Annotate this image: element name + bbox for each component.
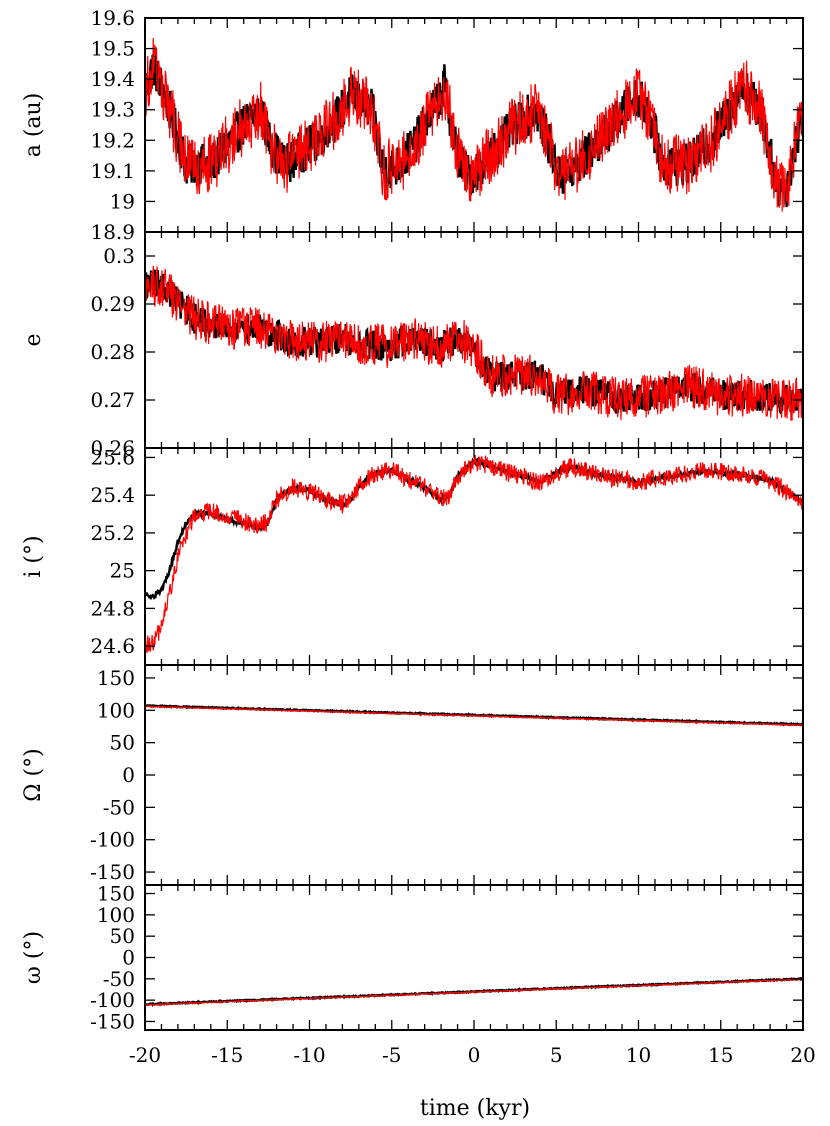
y-tick-label-i: 25	[110, 559, 135, 583]
y-tick-label-node: 0	[122, 763, 135, 787]
y-tick-label-a: 19.3	[90, 98, 135, 122]
x-tick-label: -10	[293, 1043, 325, 1067]
y-tick-label-peri: -50	[103, 967, 135, 991]
y-tick-label-peri: -150	[90, 1009, 135, 1033]
series-line-a-red	[145, 38, 803, 212]
y-tick-label-node: 100	[97, 698, 135, 722]
x-tick-label: 0	[468, 1043, 481, 1067]
panel-a: 18.9 19 19.1 19.2 19.3 19.4 19.5 19.6 a (au)	[21, 6, 804, 244]
panel-node: -150 -100 -50 0 50 100 150 Ω (°)	[21, 664, 804, 886]
y-tick-label-a: 19	[110, 189, 135, 213]
x-tick-label: 20	[790, 1043, 815, 1067]
x-tick-label: -5	[382, 1043, 401, 1067]
y-tick-label-i: 24.8	[90, 596, 135, 620]
panel-e: 0.26 0.27 0.28 0.29 0.3 e	[21, 231, 804, 460]
y-tick-label-peri: -100	[90, 988, 135, 1012]
y-axis-label-node: Ω (°)	[21, 748, 46, 801]
x-tick-label: 15	[708, 1043, 733, 1067]
y-tick-label-e: 0.26	[90, 436, 135, 460]
y-axis-label-e: e	[21, 333, 46, 346]
y-tick-label-i: 25.2	[90, 521, 135, 545]
panels: 18.9 19 19.1 19.2 19.3 19.4 19.5 19.6 a (au) 0.26…	[21, 6, 816, 1067]
panel-i: 24.6 24.8 25 25.2 25.4 25.6 i (°)	[21, 445, 804, 666]
x-tick-label: -20	[129, 1043, 161, 1067]
y-tick-label-peri: 150	[97, 882, 135, 906]
x-tick-labels: -20 -15 -10 -5 0 5 10 15 20	[129, 1043, 816, 1067]
y-tick-label-a: 19.6	[90, 6, 135, 30]
y-tick-label-e: 0.28	[90, 340, 135, 364]
y-tick-label-a: 19.5	[90, 37, 135, 61]
y-tick-label-e: 0.29	[90, 292, 135, 316]
panel-frame-i	[144, 447, 804, 666]
series-line-i-red	[145, 454, 803, 654]
y-tick-label-a: 19.2	[90, 128, 135, 152]
y-tick-label-node: -150	[90, 860, 135, 884]
y-tick-label-i: 24.6	[90, 634, 135, 658]
y-tick-label-e: 0.3	[103, 244, 135, 268]
y-tick-label-node: 150	[97, 666, 135, 690]
y-tick-label-node: -50	[103, 795, 135, 819]
series-line-peri-red	[145, 978, 803, 1007]
y-axis-label-peri: ω (°)	[21, 931, 46, 984]
y-tick-label-i: 25.4	[90, 483, 135, 507]
series-line-i-black	[145, 456, 803, 601]
y-tick-label-peri: 50	[110, 924, 135, 948]
y-tick-label-e: 0.27	[90, 388, 135, 412]
x-axis-label: time (kyr)	[420, 1096, 530, 1121]
y-tick-label-a: 19.4	[90, 67, 135, 91]
y-tick-label-a: 18.9	[90, 220, 135, 244]
panel-frame-node	[144, 664, 804, 886]
y-tick-label-peri: 100	[97, 903, 135, 927]
y-tick-label-i: 25.6	[90, 445, 135, 469]
y-axis-label-i: i (°)	[21, 535, 46, 577]
y-tick-label-peri: 0	[122, 946, 135, 970]
x-tick-label: 5	[550, 1043, 563, 1067]
series-line-node-red	[145, 705, 803, 727]
y-tick-label-a: 19.1	[90, 159, 135, 183]
y-tick-label-node: -100	[90, 828, 135, 852]
y-tick-label-node: 50	[110, 731, 135, 755]
x-tick-label: 10	[626, 1043, 651, 1067]
x-tick-label: -15	[211, 1043, 243, 1067]
series-line-e-red	[145, 265, 803, 421]
panel-frame-peri	[144, 884, 804, 1031]
y-axis-label-a: a (au)	[21, 93, 46, 158]
